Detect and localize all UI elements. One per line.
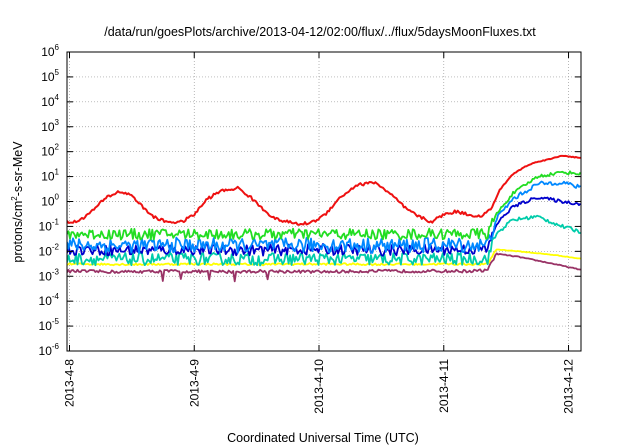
x-tick-label: 2013-4-12	[562, 359, 576, 414]
y-axis-ticks: 10-6 10-5 10-4 10-3 10-2 10-1 100 101 102 103 104 1…	[39, 43, 581, 358]
x-tick-label: 2013-4-11	[437, 359, 451, 413]
series-line-0	[67, 252, 581, 283]
y-tick-label: 106	[41, 43, 59, 59]
y-tick-label: 104	[41, 93, 59, 109]
series-line-5	[67, 170, 581, 241]
y-tick-label: 10-1	[39, 217, 60, 233]
x-axis-title: Coordinated Universal Time (UTC)	[227, 431, 419, 445]
y-tick-label: 102	[41, 143, 59, 159]
series-line-6	[67, 154, 581, 226]
series-line-4	[67, 180, 581, 254]
y-tick-label: 10-6	[39, 342, 60, 358]
y-tick-label: 100	[41, 193, 59, 209]
y-tick-label: 10-3	[39, 267, 60, 283]
series-line-2	[67, 214, 581, 267]
grid-layer	[67, 52, 581, 351]
x-tick-label: 2013-4-8	[62, 359, 76, 407]
chart-title: /data/run/goesPlots/archive/2013-04-12/0…	[104, 25, 536, 39]
y-tick-label: 10-2	[39, 242, 60, 258]
plot-frame	[66, 51, 582, 352]
y-tick-label: 10-5	[39, 317, 60, 333]
x-tick-label: 2013-4-10	[312, 359, 326, 414]
y-tick-label: 105	[41, 68, 59, 84]
y-tick-label: 103	[41, 118, 59, 134]
y-tick-label: 101	[41, 168, 59, 184]
x-tick-label: 2013-4-9	[187, 359, 201, 407]
y-axis-title: protons/cm2-s-sr-MeV	[10, 141, 25, 263]
x-axis-ticks: 2013-4-8 2013-4-9 2013-4-10 2013-4-11 2013-4…	[62, 52, 576, 414]
series-line-1	[67, 248, 581, 267]
y-tick-label: 10-4	[39, 292, 60, 308]
series-layer	[67, 154, 581, 283]
